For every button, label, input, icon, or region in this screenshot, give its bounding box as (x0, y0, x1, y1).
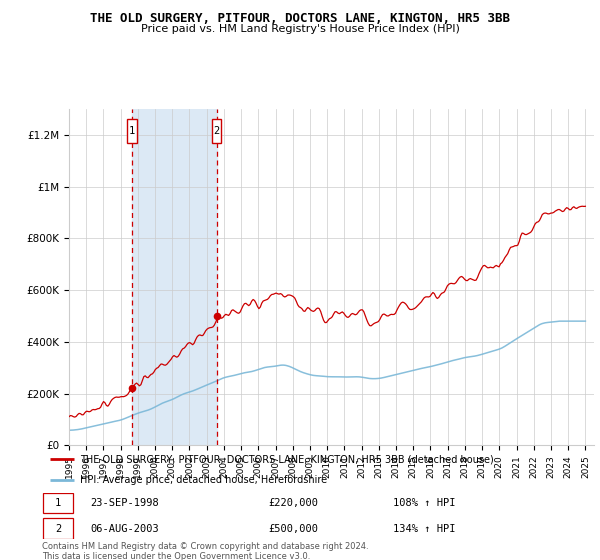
Text: 108% ↑ HPI: 108% ↑ HPI (393, 498, 455, 508)
Text: 1: 1 (55, 498, 61, 508)
FancyBboxPatch shape (43, 493, 73, 513)
FancyBboxPatch shape (212, 119, 221, 143)
Text: 23-SEP-1998: 23-SEP-1998 (91, 498, 160, 508)
Text: Contains HM Land Registry data © Crown copyright and database right 2024.
This d: Contains HM Land Registry data © Crown c… (42, 542, 368, 560)
Text: £500,000: £500,000 (269, 524, 319, 534)
FancyBboxPatch shape (43, 519, 73, 539)
Text: £220,000: £220,000 (269, 498, 319, 508)
Text: 134% ↑ HPI: 134% ↑ HPI (393, 524, 455, 534)
FancyBboxPatch shape (127, 119, 137, 143)
Text: THE OLD SURGERY, PITFOUR, DOCTORS LANE, KINGTON, HR5 3BB: THE OLD SURGERY, PITFOUR, DOCTORS LANE, … (90, 12, 510, 25)
Text: 2: 2 (55, 524, 61, 534)
Text: HPI: Average price, detached house, Herefordshire: HPI: Average price, detached house, Here… (80, 475, 327, 485)
Text: 06-AUG-2003: 06-AUG-2003 (91, 524, 160, 534)
Text: 2: 2 (214, 126, 220, 136)
Text: THE OLD SURGERY, PITFOUR, DOCTORS LANE, KINGTON, HR5 3BB (detached house): THE OLD SURGERY, PITFOUR, DOCTORS LANE, … (80, 454, 494, 464)
Bar (132, 109, 217, 445)
Text: Price paid vs. HM Land Registry's House Price Index (HPI): Price paid vs. HM Land Registry's House … (140, 24, 460, 34)
Text: 1: 1 (129, 126, 135, 136)
